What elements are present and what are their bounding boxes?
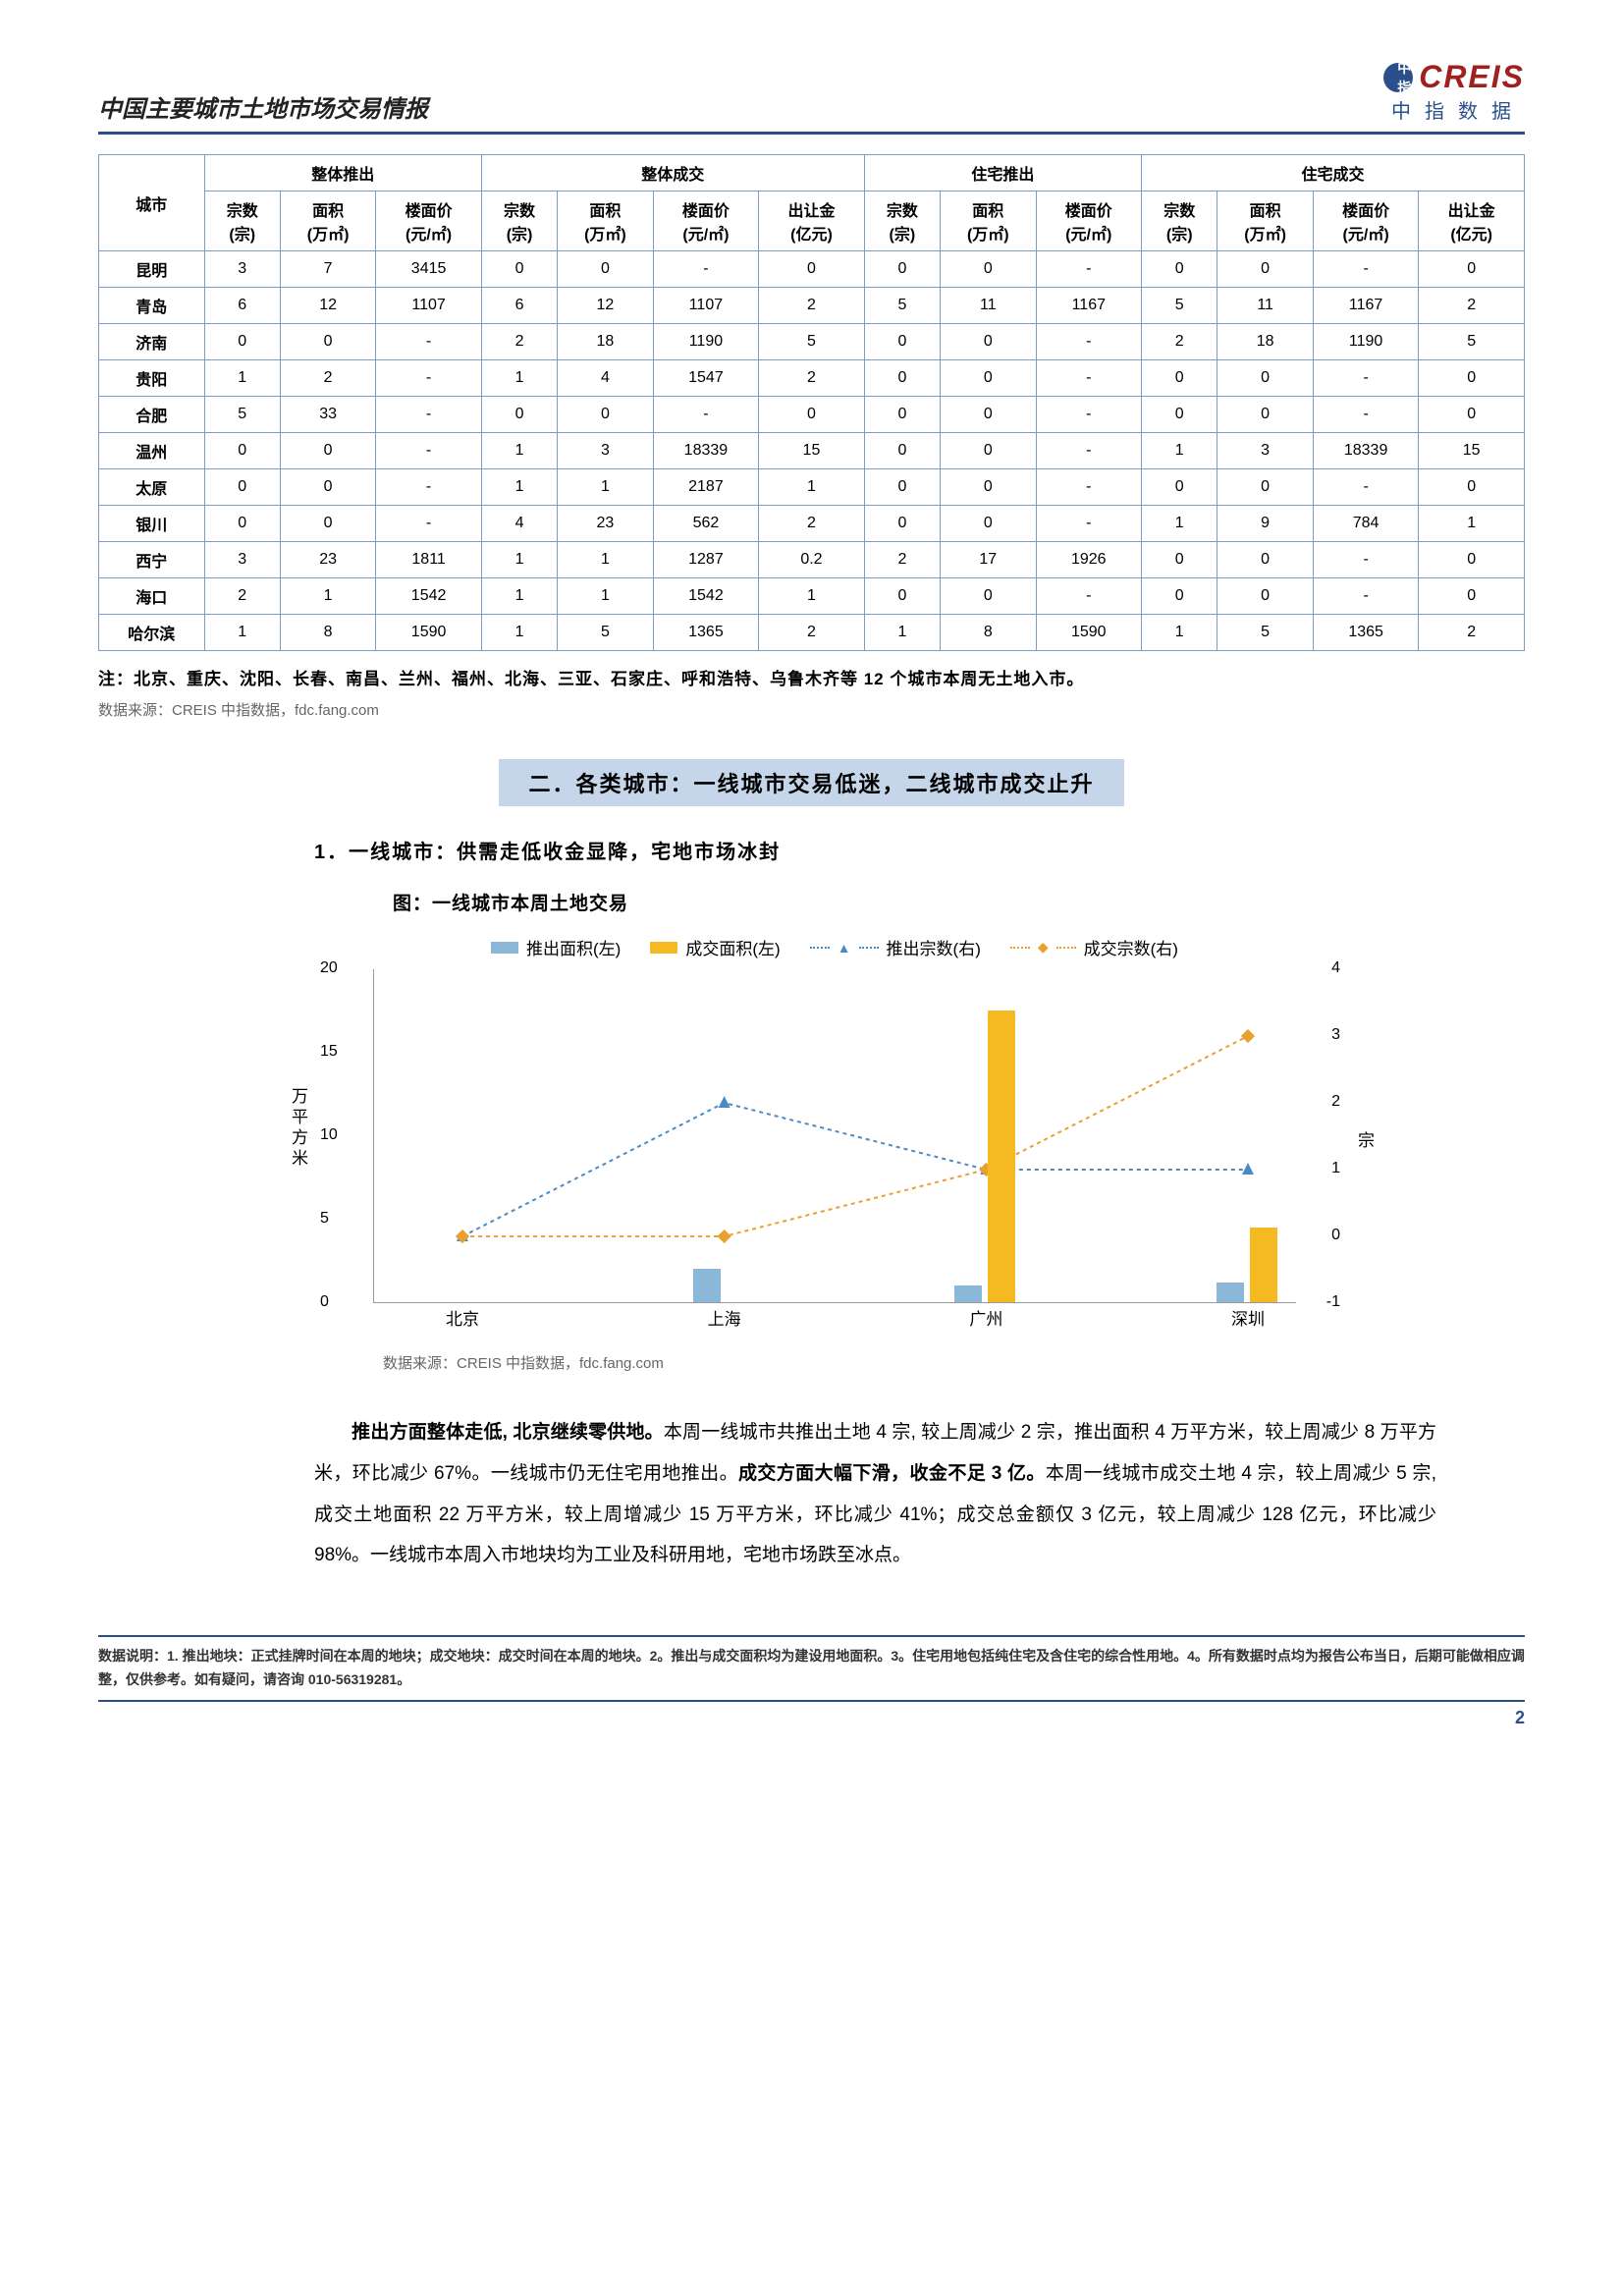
table-row: 温州00-13183391500-131833915 (99, 433, 1525, 469)
chart-legend: 推出面积(左) 成交面积(左) ▲推出宗数(右) ◆成交宗数(右) (314, 935, 1355, 959)
table-row: 济南00-2181190500-21811905 (99, 324, 1525, 360)
table-row: 合肥533-00-000-00-0 (99, 397, 1525, 433)
table-row: 哈尔滨18159015136521815901513652 (99, 615, 1525, 651)
sub-title: 1．一线城市：供需走低收金显降，宅地市场冰封 (314, 836, 1525, 864)
para-bold: 成交方面大幅下滑，收金不足 3 亿。 (738, 1463, 1046, 1484)
table-row: 太原00-112187100-00-0 (99, 469, 1525, 506)
chart-source: 数据来源：CREIS 中指数据，fdc.fang.com (383, 1352, 1355, 1373)
page-number: 2 (98, 1708, 1525, 1728)
logo: 中指CREIS 中指数据 (1383, 59, 1525, 124)
logo-badge: 中指 (1383, 63, 1413, 92)
table-row: 西宁32318111112870.2217192600-0 (99, 542, 1525, 578)
table-row: 青岛612110761211072511116751111672 (99, 288, 1525, 324)
body-paragraph: 推出方面整体走低, 北京继续零供地。本周一线城市共推出土地 4 宗, 较上周减少… (314, 1412, 1436, 1576)
y-right-label: 宗 (1358, 1126, 1375, 1151)
table-row: 海口211542111542100-00-0 (99, 578, 1525, 615)
table-row: 银川00-423562200-197841 (99, 506, 1525, 542)
table-row: 贵阳12-141547200-00-0 (99, 360, 1525, 397)
table-row: 昆明37341500-000-00-0 (99, 251, 1525, 288)
para-bold: 推出方面整体走低, 北京继续零供地。 (352, 1422, 664, 1443)
y-left-label: 万平方米 (286, 1087, 310, 1170)
legend-label: 推出宗数(右) (887, 935, 981, 959)
footer-text: 数据说明：1. 推出地块：正式挂牌时间在本周的地块；成交地块：成交时间在本周的地… (98, 1648, 1525, 1687)
chart: 推出面积(左) 成交面积(左) ▲推出宗数(右) ◆成交宗数(右) 万平方米 宗… (314, 935, 1355, 1373)
footer: 数据说明：1. 推出地块：正式挂牌时间在本周的地块；成交地块：成交时间在本周的地… (98, 1635, 1525, 1702)
chart-title: 图：一线城市本周土地交易 (393, 889, 1525, 915)
legend-label: 成交面积(左) (685, 935, 780, 959)
table-note: 注：北京、重庆、沈阳、长春、南昌、兰州、福州、北海、三亚、石家庄、呼和浩特、乌鲁… (98, 665, 1525, 689)
header: 中国主要城市土地市场交易情报 中指CREIS 中指数据 (98, 59, 1525, 135)
section-title: 二．各类城市：一线城市交易低迷，二线城市成交止升 (499, 759, 1123, 806)
legend-label: 推出面积(左) (526, 935, 621, 959)
legend-label: 成交宗数(右) (1084, 935, 1178, 959)
page-title: 中国主要城市土地市场交易情报 (98, 89, 428, 124)
logo-sub: 中指数据 (1383, 95, 1525, 124)
logo-brand: CREIS (1419, 59, 1525, 95)
table-source: 数据来源：CREIS 中指数据，fdc.fang.com (98, 699, 1525, 720)
land-table: 城市整体推出整体成交住宅推出住宅成交宗数(宗)面积(万㎡)楼面价(元/㎡)宗数(… (98, 154, 1525, 651)
